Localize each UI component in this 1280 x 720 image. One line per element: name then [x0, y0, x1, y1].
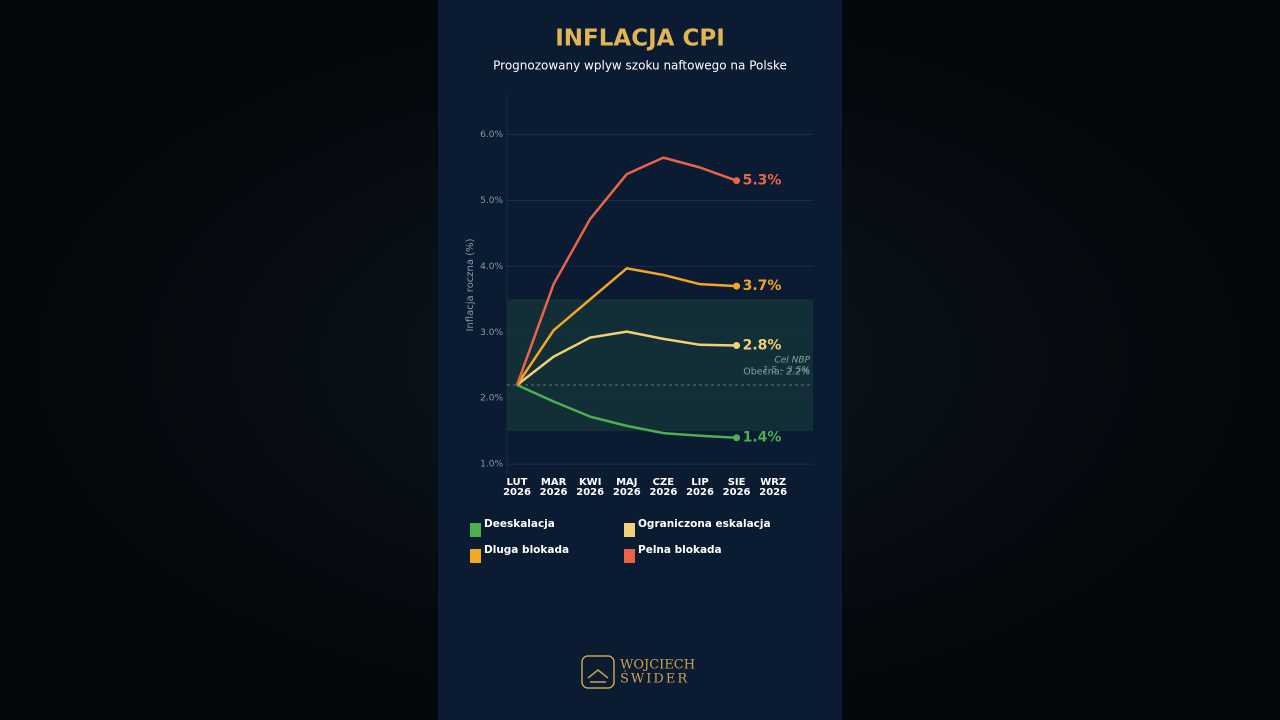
y-tick-label: 1.0% [480, 460, 503, 470]
logo-icon [581, 655, 615, 689]
y-tick-label: 5.0% [480, 196, 503, 206]
y-tick-label: 4.0% [480, 262, 503, 272]
value-label: 3.7% [743, 278, 782, 294]
current-label: Obecna: 2.2% [743, 367, 810, 378]
series-line [515, 156, 738, 386]
x-tick-label: WRZ 2026 [759, 477, 788, 498]
end-point [733, 341, 741, 349]
y-tick-label: 2.0% [480, 394, 503, 404]
legend-swatch [624, 523, 635, 537]
x-tick-label: SIE 2026 [722, 477, 751, 498]
chart-subtitle: Prognozowany wplyw szoku naftowego na Po… [493, 59, 787, 73]
series-line [515, 267, 737, 386]
series-line [516, 383, 737, 439]
legend-label: Dluga blokada [484, 544, 569, 556]
value-label: 2.8% [743, 337, 782, 353]
logo-mark [587, 669, 609, 683]
chart-title: INFLACJA CPI [555, 26, 725, 52]
chart-panel: INFLACJA CPI Prognozowany wplyw szoku na… [438, 0, 842, 720]
value-label: 5.3% [743, 173, 782, 189]
y-axis-label: Inflacja roczna (%) [465, 238, 476, 331]
x-tick-label: CZE 2026 [649, 477, 678, 498]
value-label: 1.4% [743, 430, 782, 446]
chart: INFLACJA CPI Prognozowany wplyw szoku na… [465, 26, 813, 689]
target-band-label: 1.5 – 3.5% [763, 366, 810, 376]
legend-swatch [470, 523, 481, 537]
end-point [733, 434, 741, 442]
x-tick-label: MAJ 2026 [612, 477, 641, 498]
legend-label: Deeskalacja [484, 518, 555, 530]
target-band [507, 299, 813, 432]
logo-text: ŚWIDER [620, 670, 689, 687]
end-point [733, 282, 741, 290]
legend-swatch [624, 549, 635, 563]
x-tick-label: MAR 2026 [539, 477, 568, 498]
x-tick-label: KWI 2026 [576, 477, 605, 498]
y-tick-label: 6.0% [480, 130, 503, 140]
logo-text: WOJCIECH [620, 658, 695, 673]
target-band-title: Cel NBP [774, 356, 810, 366]
x-tick-label: LIP 2026 [686, 477, 714, 498]
series-line [516, 330, 737, 387]
x-tick-label: LUT 2026 [503, 477, 531, 498]
legend-label: Pelna blokada [638, 544, 722, 556]
legend-label: Ograniczona eskalacja [638, 518, 771, 530]
y-tick-label: 3.0% [480, 328, 503, 338]
end-point [733, 177, 741, 185]
legend-swatch [470, 549, 481, 563]
